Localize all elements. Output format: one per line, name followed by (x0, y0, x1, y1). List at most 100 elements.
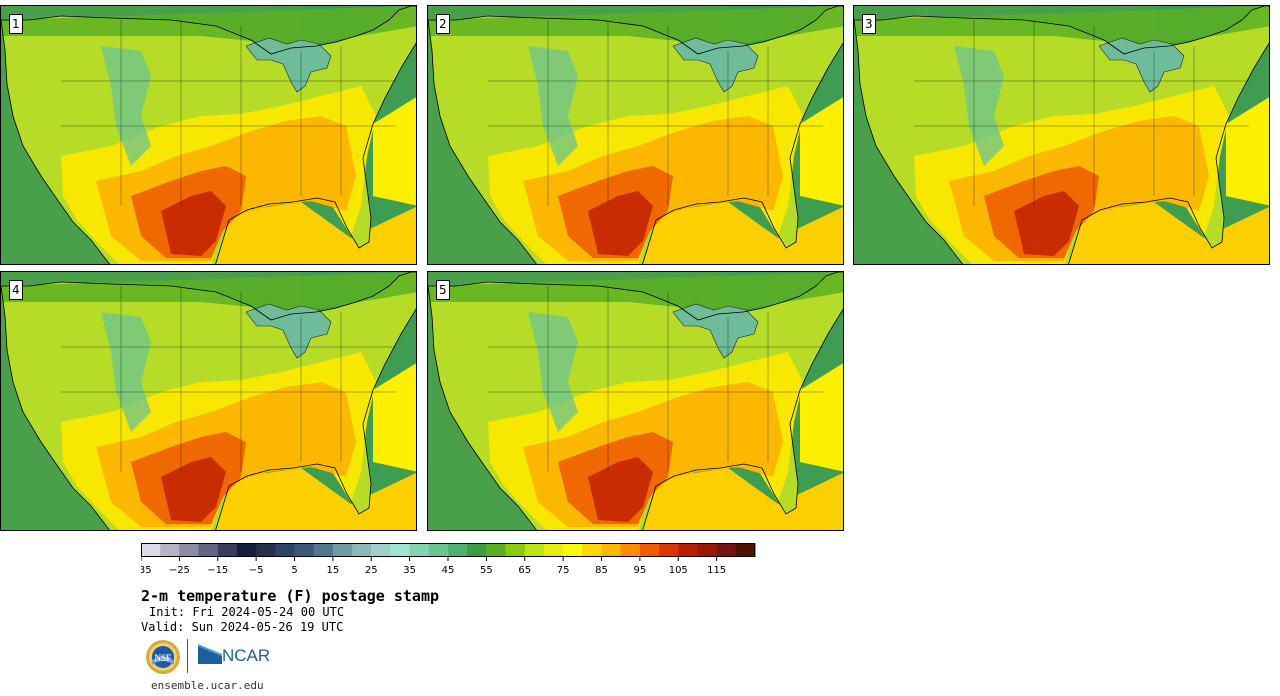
stamp-panel-1: 1 (0, 5, 417, 265)
atlantic-warm (800, 363, 843, 472)
colorbar-tick-label: 115 (707, 565, 726, 576)
colorbar-swatch (486, 543, 507, 557)
stamp-panel-4: 4 (0, 271, 417, 531)
colorbar-swatch (256, 543, 276, 557)
atlantic-warm (800, 97, 843, 206)
stamp-panel-2: 2 (427, 5, 844, 265)
colorbar-swatch (697, 543, 718, 557)
colorbar-tick-label: 65 (518, 565, 531, 576)
rocky-mountains (101, 46, 151, 166)
colorbar-tick-label: 25 (365, 565, 378, 576)
coastline (854, 6, 1269, 264)
init-time: Init: Fri 2024-05-24 00 UTC (149, 605, 345, 619)
colorbar-swatch (735, 543, 756, 557)
canada-region (854, 6, 1269, 46)
site-url: ensemble.ucar.edu (151, 679, 264, 692)
stamp-panel-3: 3 (853, 5, 1270, 265)
colorbar-swatch (371, 543, 391, 557)
colorbar-swatch (141, 543, 161, 557)
colorbar-swatch (313, 543, 334, 557)
rocky-mountains (528, 46, 578, 166)
temp-105 (588, 191, 653, 256)
colorbar-swatch (390, 543, 411, 557)
coastline (428, 272, 843, 530)
colorbar-swatch (428, 543, 449, 557)
colorbar-swatch (160, 543, 180, 557)
colorbar-swatch (601, 543, 622, 557)
temp-105 (1014, 191, 1079, 256)
temp-105 (161, 191, 226, 256)
colorbar-swatch (179, 543, 200, 557)
colorbar-swatch (716, 543, 737, 557)
colorbar-swatch (620, 543, 641, 557)
gulf-of-mexico (215, 468, 416, 530)
page-title: 2-m temperature (F) postage stamp (141, 587, 440, 605)
canada-region (428, 6, 843, 46)
colorbar-swatch (198, 543, 219, 557)
gulf-of-mexico (1068, 202, 1269, 264)
colorbar-swatch (448, 543, 468, 557)
colorbar-tick-label: 45 (442, 565, 455, 576)
colorbar-swatch (563, 543, 583, 557)
stamp-map-4 (1, 272, 416, 530)
rocky-mountains (528, 312, 578, 432)
stamp-map-5 (428, 272, 843, 530)
colorbar-tick-label: 15 (327, 565, 340, 576)
colorbar-tick-label: 55 (480, 565, 493, 576)
state-borders (488, 286, 823, 472)
stamp-map-1 (1, 6, 416, 264)
atlantic-warm (373, 363, 416, 472)
ncar-logo-mark (198, 644, 222, 664)
ncar-logo-text: NCAR (222, 646, 271, 665)
colorbar-border (141, 543, 755, 557)
gulf-of-mexico (642, 202, 843, 264)
stamp-map-3 (854, 6, 1269, 264)
colorbar-tick-label: 5 (291, 565, 297, 576)
logo-area: NSF NCAR (144, 639, 284, 675)
nsf-logo: NSF (146, 640, 180, 674)
colorbar-swatch (505, 543, 526, 557)
colorbar-swatch (217, 543, 238, 557)
temp-105 (588, 457, 653, 522)
stamp-label-4: 4 (9, 280, 23, 300)
colorbar-tick-label: 75 (557, 565, 570, 576)
colorbar-tick-label: −25 (169, 565, 190, 576)
colorbar-tick-label: −5 (249, 565, 264, 576)
state-borders (488, 20, 823, 206)
colorbar-swatch (639, 543, 660, 557)
stamp-label-1: 1 (9, 14, 23, 34)
colorbar-swatch (352, 543, 372, 557)
coastline (1, 6, 416, 264)
state-borders (914, 20, 1249, 206)
colorbar-tick-label: 95 (634, 565, 647, 576)
colorbar-swatch (294, 543, 315, 557)
colorbar-swatch (582, 543, 602, 557)
canada-region (1, 6, 416, 46)
colorbar-tick-label: −35 (141, 565, 152, 576)
colorbar-swatch (332, 543, 353, 557)
stamp-label-2: 2 (436, 14, 450, 34)
nsf-logo-text: NSF (154, 653, 172, 663)
colorbar-tick-label: −15 (207, 565, 228, 576)
colorbar-tick-label: 35 (403, 565, 416, 576)
colorbar-swatch (659, 543, 679, 557)
valid-time: Valid: Sun 2024-05-26 19 UTC (141, 620, 344, 634)
stamp-panel-5: 5 (427, 271, 844, 531)
temp-105 (161, 457, 226, 522)
colorbar: −35 −25 −15 −5 5 15 25 35 45 55 65 75 85 95 105 115 (141, 543, 756, 576)
colorbar-tick-label: 105 (669, 565, 688, 576)
coastline (1, 272, 416, 530)
colorbar-swatch (409, 543, 430, 557)
rocky-mountains (101, 312, 151, 432)
logo-divider (187, 639, 188, 673)
colorbar-swatch (236, 543, 257, 557)
state-borders (61, 286, 396, 472)
coastline (428, 6, 843, 264)
colorbar-swatch (524, 543, 545, 557)
rocky-mountains (954, 46, 1004, 166)
stamp-label-5: 5 (436, 280, 450, 300)
canada-region (428, 272, 843, 312)
stamp-map-2 (428, 6, 843, 264)
atlantic-warm (1226, 97, 1269, 206)
colorbar-swatch (678, 543, 698, 557)
